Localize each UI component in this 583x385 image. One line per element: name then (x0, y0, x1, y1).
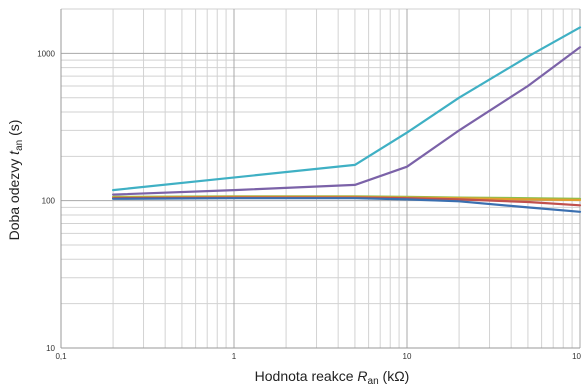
y-tick-label: 10 (46, 344, 55, 353)
series-line-6 (111, 197, 582, 213)
y-tick-label: 100 (42, 197, 56, 206)
series-line-1 (111, 26, 582, 192)
x-tick-label: 0,1 (55, 352, 67, 361)
minor-grid (61, 8, 580, 348)
x-axis-label: Hodnota reakce Ran (kΩ) (255, 368, 410, 385)
tick-labels: 0,1 1 10 10 10 100 1000 (37, 49, 581, 361)
y-axis-label: Doba odezvy tan (s) (6, 120, 25, 241)
y-tick-label: 1000 (37, 49, 55, 58)
series-layer (111, 26, 582, 213)
x-tick-label: 1 (232, 352, 237, 361)
x-tick-label: 10 (572, 352, 581, 361)
series-line-2 (111, 46, 582, 196)
x-tick-label: 10 (403, 352, 412, 361)
